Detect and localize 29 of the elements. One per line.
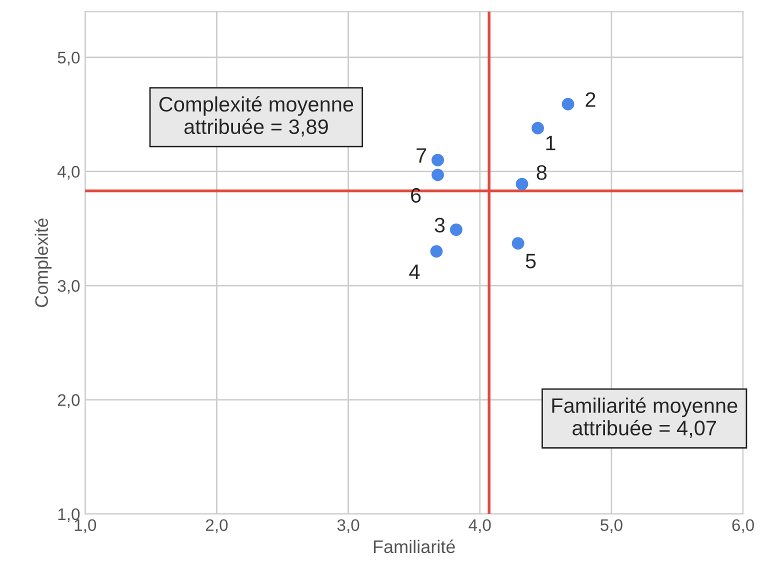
annotation: 2 [586, 92, 596, 107]
point [432, 168, 444, 182]
x-tick-label: 3,0 [337, 519, 360, 533]
point [562, 98, 574, 110]
annotation: 1 [546, 136, 556, 150]
point [450, 223, 462, 236]
point [430, 245, 443, 258]
x-tick-label: 5,0 [600, 519, 622, 533]
annotation: 6 [411, 188, 421, 203]
x-axis-title: Familiarité [374, 540, 455, 554]
annotation: 7 [416, 148, 426, 163]
y-tick-label: 3,0 [58, 280, 80, 294]
y-tick-label: 4,0 [57, 166, 80, 180]
annotation: Complexité moyenne attribuée = 3,89 [159, 96, 354, 137]
point [532, 122, 544, 134]
x-tick-label: 6,0 [732, 519, 754, 533]
annotation: 3 [434, 218, 445, 233]
y-tick-label: 5,0 [58, 52, 80, 66]
annotation: 8 [536, 165, 547, 180]
annotation: Familiarité moyenne attribuée = 4,07 [552, 397, 738, 438]
x-tick-label: 2,0 [206, 519, 228, 533]
annotation: 4 [409, 264, 420, 279]
point [512, 237, 524, 250]
y-tick-label: 2,0 [58, 394, 80, 408]
x-tick-label: 4,0 [468, 519, 491, 533]
annotation: 5 [526, 254, 536, 268]
y-axis-title: Complexité [34, 218, 52, 308]
point [432, 154, 444, 166]
point [516, 178, 528, 190]
